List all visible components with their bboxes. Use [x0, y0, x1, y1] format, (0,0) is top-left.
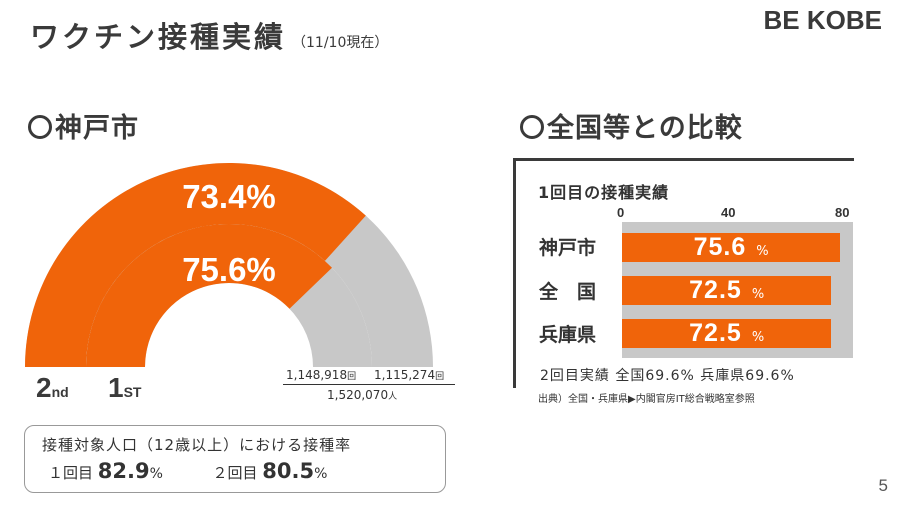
brand-logo: BE KOBE	[763, 5, 882, 35]
panel-border-top	[513, 158, 854, 161]
bar-hyogo: 72.5%	[622, 319, 832, 348]
first-count-value: 1,148,918	[286, 368, 348, 382]
category-label: 神戸市	[539, 237, 597, 259]
bar-unit: %	[751, 287, 765, 302]
vaccination-gauge: 73.4% 75.6%	[25, 163, 433, 367]
circle-icon	[28, 115, 52, 139]
comparison-section-title: 全国等との比較	[520, 106, 743, 145]
bar-value-label: 72.5	[689, 276, 742, 304]
first-rate-unit: %	[149, 466, 163, 482]
category-label: 兵庫県	[539, 324, 597, 346]
second-rate-label: ２回目	[212, 464, 258, 482]
population-unit: 人	[388, 392, 398, 402]
kobe-section-title: 神戸市	[28, 106, 139, 145]
first-count-unit: 回	[347, 372, 357, 382]
outer-percent-label: 73.4%	[182, 178, 276, 215]
second-rate-value: 80.5	[262, 459, 315, 483]
source-note: 出典）全国・兵庫県▶内閣官房IT総合戦略室参照	[538, 394, 755, 405]
bar-unit: %	[756, 244, 769, 259]
title-text: ワクチン接種実績	[30, 20, 287, 54]
category-label: 全 国	[539, 281, 597, 303]
second-count-unit: 回	[435, 372, 445, 382]
bar-chart-title: 1回目の接種実績	[538, 183, 670, 202]
count-divider	[283, 384, 455, 385]
bar-kobe: 75.6%	[622, 233, 841, 262]
bar-national: 72.5%	[622, 276, 832, 305]
second-rate-unit: %	[314, 466, 328, 482]
second-count-value: 1,115,274	[374, 368, 436, 382]
first-rate-value: 82.9	[97, 459, 150, 483]
inner-gauge-fill	[86, 224, 333, 367]
bar-plot-area: 75.6% 72.5% 72.5%	[622, 222, 853, 358]
target-rate-box	[24, 425, 446, 493]
inner-percent-label: 75.6%	[182, 251, 276, 288]
page-number: 5	[878, 476, 888, 495]
tick-label: 80	[835, 205, 850, 220]
tick-label: 40	[721, 205, 736, 220]
outer-gauge-fill	[25, 163, 366, 367]
tick-label: 0	[617, 205, 625, 220]
first-dose-number: 1	[108, 372, 124, 403]
population-count: 1,520,070人	[327, 388, 397, 402]
panel-border-left	[513, 158, 516, 388]
second-dose-number: 2	[36, 372, 52, 403]
target-rate-title: 接種対象人口（12歳以上）における接種率	[42, 436, 352, 454]
page-title: ワクチン接種実績 （11/10現在）	[30, 14, 388, 56]
date-note: （11/10現在）	[292, 35, 389, 51]
second-dose-suffix: nd	[51, 384, 69, 400]
first-dose-count: 1,148,918回	[286, 368, 356, 382]
bar-unit: %	[751, 330, 765, 345]
second-dose-note: 2回目実績 全国69.6% 兵庫県69.6%	[540, 368, 795, 384]
second-dose-count: 1,115,274回	[374, 368, 444, 382]
second-dose-label: 2nd	[36, 372, 69, 404]
bar-value-label: 72.5	[689, 319, 742, 347]
comparison-section-label: 全国等との比較	[547, 113, 743, 144]
population-value: 1,520,070	[327, 388, 389, 402]
bar-value-label: 75.6	[693, 233, 747, 261]
kobe-section-label: 神戸市	[55, 113, 139, 144]
first-dose-label: 1ST	[108, 372, 141, 404]
circle-icon	[520, 115, 544, 139]
first-dose-suffix: ST	[123, 384, 142, 400]
first-rate-label: １回目	[48, 464, 94, 482]
target-rate-values: １回目 82.9% ２回目 80.5%	[48, 459, 327, 483]
